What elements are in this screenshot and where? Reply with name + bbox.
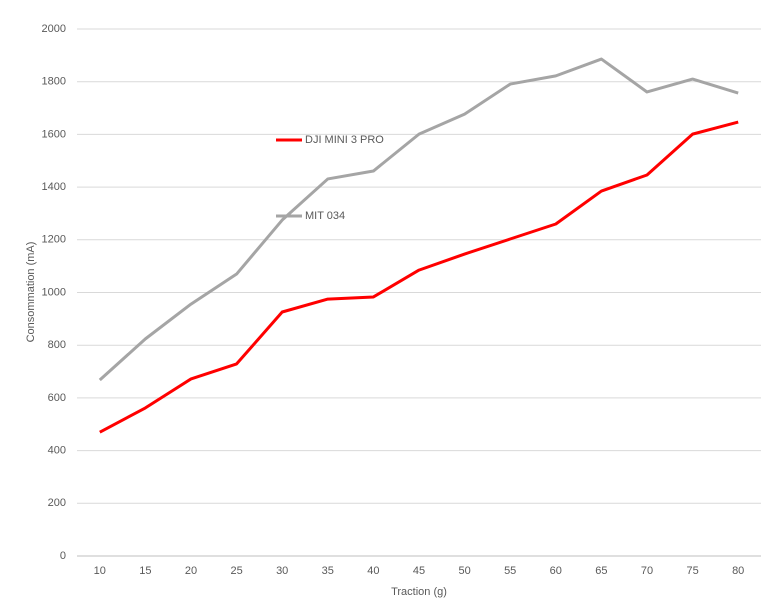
x-tick-label: 25: [230, 565, 242, 577]
x-tick-label: 80: [732, 565, 744, 577]
y-tick-label: 0: [60, 550, 66, 562]
x-tick-label: 30: [276, 565, 288, 577]
y-axis-title: Consommation (mA): [25, 242, 37, 343]
y-tick-label: 1600: [42, 128, 66, 140]
y-tick-label: 2000: [42, 23, 66, 35]
y-tick-label: 1200: [42, 234, 66, 246]
legend-label: DJI MINI 3 PRO: [305, 134, 384, 146]
x-tick-label: 40: [367, 565, 379, 577]
x-tick-label: 55: [504, 565, 516, 577]
x-tick-label: 75: [686, 565, 698, 577]
x-tick-label: 70: [641, 565, 653, 577]
legend-label: MIT 034: [305, 210, 345, 222]
x-tick-label: 20: [185, 565, 197, 577]
series-line: [99, 120, 739, 434]
x-tick-label: 50: [458, 565, 470, 577]
x-tick-label: 10: [94, 565, 106, 577]
y-tick-label: 800: [48, 339, 66, 351]
x-tick-label: 45: [413, 565, 425, 577]
x-tick-label: 65: [595, 565, 607, 577]
y-tick-label: 1800: [42, 76, 66, 88]
y-tick-label: 200: [48, 497, 66, 509]
x-tick-label: 35: [322, 565, 334, 577]
y-tick-label: 1000: [42, 286, 66, 298]
x-axis-title: Traction (g): [391, 586, 447, 598]
series-line: [98, 57, 739, 382]
y-tick-label: 1400: [42, 181, 66, 193]
x-tick-label: 60: [550, 565, 562, 577]
x-tick-label: 15: [139, 565, 151, 577]
y-tick-label: 600: [48, 392, 66, 404]
y-tick-label: 400: [48, 445, 66, 457]
